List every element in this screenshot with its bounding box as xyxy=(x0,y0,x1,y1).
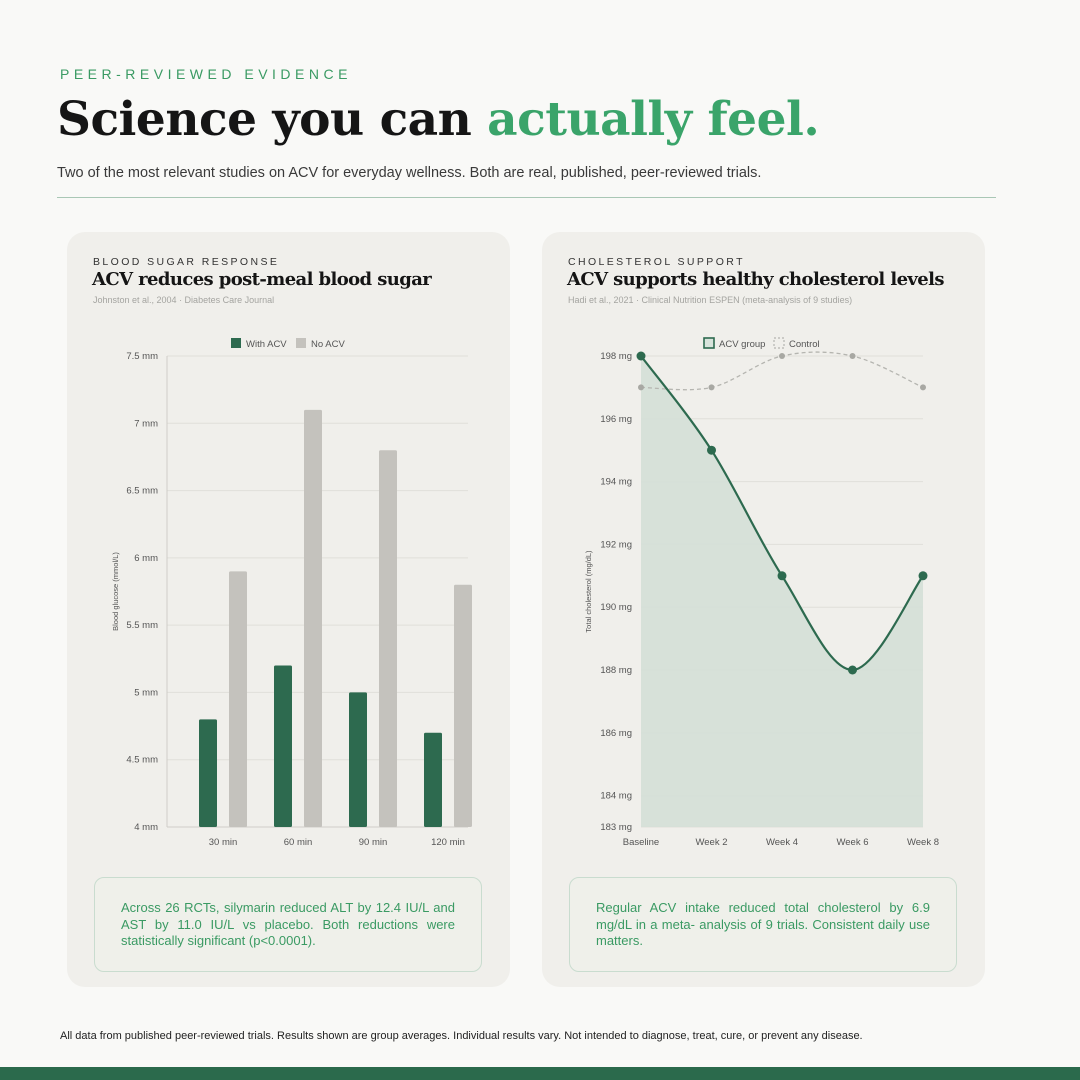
y-tick-label: 198 mg xyxy=(600,351,632,362)
y-tick-label: 188 mg xyxy=(600,665,632,676)
x-tick-label: 30 min xyxy=(209,837,238,848)
control-point xyxy=(779,353,785,359)
bar-with-acv xyxy=(349,692,367,827)
card-source: Johnston et al., 2004 · Diabetes Care Jo… xyxy=(93,295,275,305)
blood-sugar-card: BLOOD SUGAR RESPONSE ACV reduces post-me… xyxy=(67,232,510,987)
y-tick-label: 6.5 mm xyxy=(126,486,158,497)
legend-label-with-acv: With ACV xyxy=(246,339,287,350)
acv-point xyxy=(636,351,646,361)
legend-swatch-no-acv xyxy=(296,338,306,348)
x-tick-label: Baseline xyxy=(623,837,659,848)
page-title-main: Science you can xyxy=(57,92,488,147)
y-axis-label: Blood glucose (mmol/L) xyxy=(111,552,120,631)
legend-swatch-control xyxy=(773,337,785,349)
y-tick-label: 192 mg xyxy=(600,539,632,550)
legend-label-no-acv: No ACV xyxy=(311,339,345,350)
acv-point xyxy=(707,445,716,455)
bar-no-acv xyxy=(379,450,397,827)
legend-swatch-with-acv xyxy=(231,338,241,348)
y-tick-label: 5 mm xyxy=(134,687,158,698)
y-axis-label: Total cholesterol (mg/dL) xyxy=(584,550,593,633)
bar-no-acv xyxy=(229,571,247,827)
bottom-bar xyxy=(0,1067,1080,1080)
x-tick-label: 120 min xyxy=(431,837,465,848)
bar-with-acv xyxy=(274,665,292,827)
control-point xyxy=(849,353,856,359)
acv-point xyxy=(777,571,787,581)
blood-sugar-bar-chart: With ACV No ACV 4 mm 4.5 mm 5 mm 5.5 mm 6 mm 6.… xyxy=(111,338,472,848)
card-note: Across 26 RCTs, silymarin reduced ALT by… xyxy=(94,877,482,972)
y-tick-label: 186 mg xyxy=(600,728,632,739)
cholesterol-line-chart: ACV group Control 183 mg 184 mg 186 mg 188 mg… xyxy=(584,337,939,848)
legend-label-control: Control xyxy=(789,339,820,350)
x-tick-label: Week 4 xyxy=(766,837,798,848)
y-tick-label: 6 mm xyxy=(134,553,158,564)
y-tick-label: 184 mg xyxy=(600,791,632,802)
bar-with-acv xyxy=(424,732,442,827)
x-tick-label: Week 6 xyxy=(836,837,868,848)
card-source: Hadi et al., 2021 · Clinical Nutrition E… xyxy=(568,295,853,305)
y-tick-label: 7 mm xyxy=(134,418,158,429)
acv-area xyxy=(641,356,923,827)
legend-label-acv-group: ACV group xyxy=(719,339,765,350)
eyebrow: PEER-REVIEWED EVIDENCE xyxy=(60,66,352,82)
legend-swatch-acv-group xyxy=(703,337,715,349)
acv-point xyxy=(918,571,928,581)
control-point xyxy=(638,384,644,391)
card-title: ACV supports healthy cholesterol levels xyxy=(567,269,945,290)
card-kicker: CHOLESTEROL SUPPORT xyxy=(568,256,745,268)
card-title: ACV reduces post-meal blood sugar xyxy=(92,269,432,290)
page-subtitle: Two of the most relevant studies on ACV … xyxy=(57,165,762,181)
x-tick-label: 90 min xyxy=(359,837,388,848)
bar-no-acv xyxy=(454,584,472,827)
control-point xyxy=(920,384,926,391)
card-kicker: BLOOD SUGAR RESPONSE xyxy=(93,256,280,268)
y-tick-label: 4.5 mm xyxy=(126,755,158,766)
page-title: Science you can actually feel. xyxy=(57,92,820,147)
disclaimer: All data from published peer-reviewed tr… xyxy=(60,1030,863,1042)
cholesterol-card: CHOLESTEROL SUPPORT ACV supports healthy… xyxy=(542,232,985,987)
x-tick-label: 60 min xyxy=(284,837,313,848)
y-tick-label: 4 mm xyxy=(134,822,158,833)
bar-with-acv xyxy=(199,719,217,827)
page-title-accent: actually feel. xyxy=(487,92,820,147)
y-tick-label: 5.5 mm xyxy=(126,620,158,631)
y-tick-label: 7.5 mm xyxy=(126,351,158,362)
y-tick-label: 190 mg xyxy=(600,602,632,613)
y-tick-label: 196 mg xyxy=(600,414,632,425)
y-tick-label: 183 mg xyxy=(600,822,632,833)
header-divider xyxy=(57,197,996,198)
bar-no-acv xyxy=(304,409,322,827)
acv-point xyxy=(848,665,857,675)
card-note: Regular ACV intake reduced total cholest… xyxy=(569,877,957,972)
y-tick-label: 194 mg xyxy=(600,477,632,488)
control-point xyxy=(708,384,715,391)
x-tick-label: Week 8 xyxy=(907,837,939,848)
x-tick-label: Week 2 xyxy=(695,837,727,848)
